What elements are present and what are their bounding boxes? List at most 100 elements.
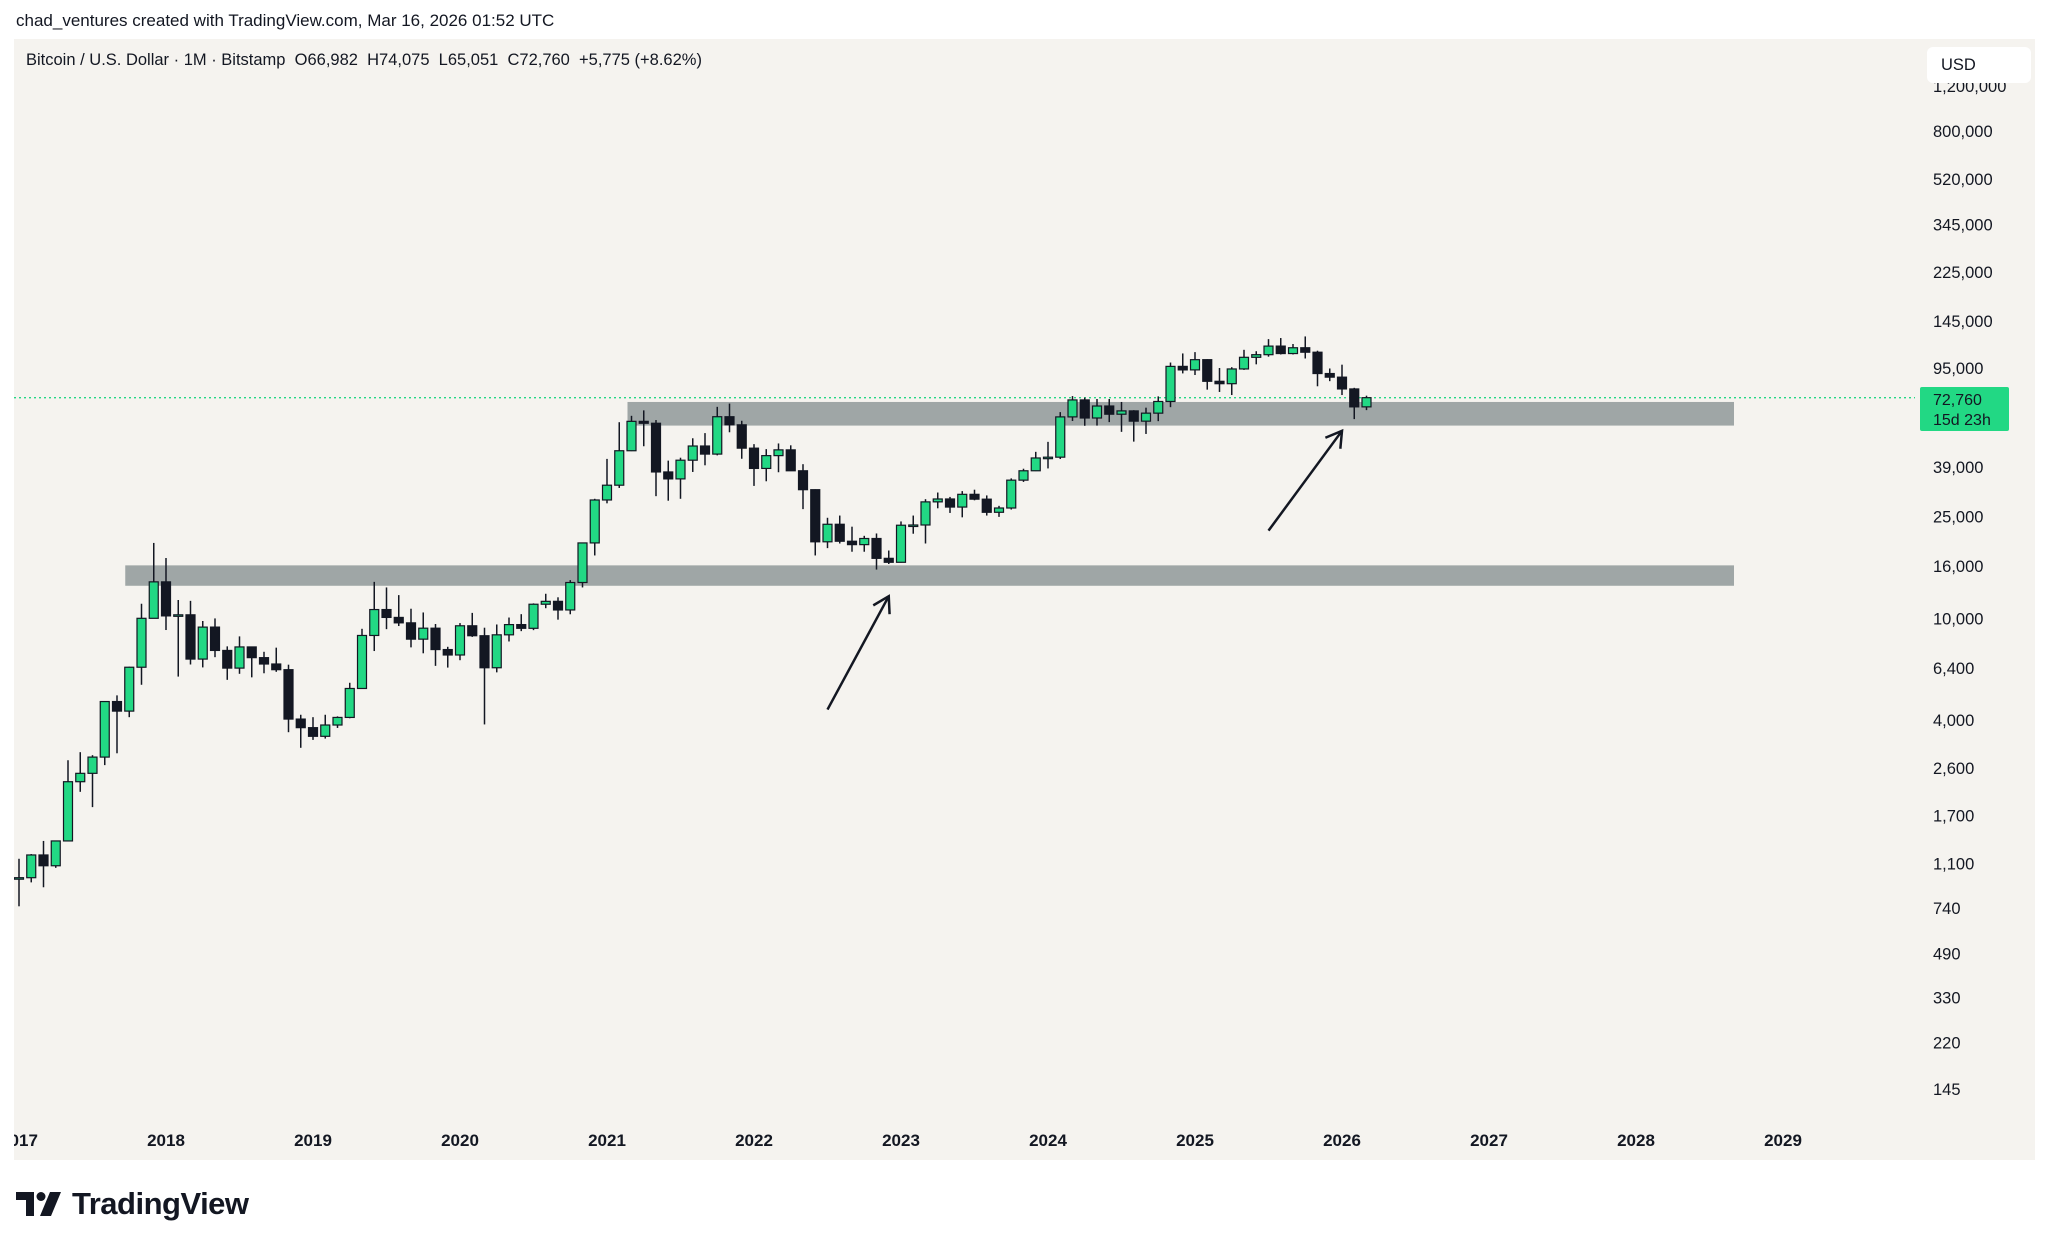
tradingview-logo-icon — [16, 1192, 61, 1216]
candle-up — [577, 542, 588, 584]
candle-up — [565, 581, 576, 611]
candle-up — [1042, 456, 1054, 460]
candle-down — [479, 635, 490, 669]
candle-down — [883, 557, 894, 563]
candle-up — [356, 634, 368, 690]
candle-down — [944, 498, 956, 508]
candle-up — [993, 507, 1005, 513]
candle-up — [601, 484, 613, 501]
year-tick-label: 2028 — [1617, 1131, 1655, 1150]
candle-up — [1226, 368, 1237, 385]
candle-up — [344, 687, 355, 719]
candle-up — [62, 781, 74, 842]
candle-up — [454, 625, 466, 656]
price-tick-label: 330 — [1933, 990, 1961, 1008]
tradingview-logo[interactable]: TradingView — [16, 1186, 249, 1222]
candle-down — [1202, 359, 1213, 382]
candle-down — [724, 416, 735, 426]
candle-down — [393, 616, 404, 624]
candle-up — [712, 416, 723, 455]
arrow-1 — [1267, 430, 1344, 532]
candle-up — [895, 524, 907, 563]
price-tick-label: 16,000 — [1933, 558, 1983, 576]
candle-down — [381, 608, 392, 619]
price-tick-label: 39,000 — [1933, 459, 1983, 477]
candle-up — [1189, 359, 1201, 371]
price-tick-label: 490 — [1933, 946, 1961, 964]
candle-down — [516, 623, 527, 629]
price-tick-label: 1,100 — [1933, 856, 1974, 874]
candle-up — [614, 450, 625, 486]
candle-down — [1275, 345, 1286, 355]
candle-down — [638, 420, 649, 424]
price-tick-label: 740 — [1933, 900, 1961, 918]
candle-down — [736, 424, 747, 449]
candle-up — [14, 877, 25, 880]
candle-up — [124, 666, 135, 712]
price-tick-label: 25,000 — [1933, 508, 1983, 526]
arrow-head-icon — [872, 594, 891, 615]
price-tick-label: 800,000 — [1933, 123, 1993, 141]
chart-panel[interactable]: 1,200,000 800,000 520,000 345,000 225,000 145… — [14, 39, 2035, 1160]
candle-up — [920, 501, 931, 526]
candle-up — [1030, 457, 1041, 472]
candle-up — [75, 772, 86, 783]
price-tick-label: 145 — [1933, 1081, 1961, 1099]
candlestick-chart[interactable]: 1,200,000800,000520,000345,000225,000145… — [14, 39, 2035, 1160]
candle-up — [859, 537, 870, 546]
candle-down — [111, 700, 123, 712]
year-tick-label: 2021 — [588, 1131, 626, 1150]
bar-countdown: 15d 23h — [1933, 412, 1991, 429]
price-tick-label: 95,000 — [1933, 360, 1983, 378]
candle-up — [320, 724, 331, 737]
candle-down — [650, 422, 662, 473]
candle-up — [908, 524, 919, 528]
candle-down — [846, 540, 858, 546]
candle-down — [1312, 351, 1323, 375]
candle-down — [969, 493, 980, 500]
candle-up — [1018, 470, 1029, 481]
candle-down — [1324, 372, 1335, 378]
candle-up — [369, 608, 380, 637]
arrow-0 — [826, 595, 890, 711]
candle-up — [1238, 356, 1250, 370]
currency-button[interactable]: USD — [1927, 47, 2031, 83]
candle-up — [540, 600, 551, 605]
candle-down — [295, 718, 306, 729]
candle-up — [1006, 479, 1017, 509]
candle-up — [822, 523, 833, 543]
candle-down — [405, 622, 417, 640]
candle-down — [1177, 365, 1188, 371]
candle-up — [418, 627, 429, 640]
candle-up — [1091, 405, 1103, 419]
price-tick-label: 520,000 — [1933, 171, 1993, 189]
candle-up — [197, 626, 208, 660]
candle-up — [87, 756, 98, 774]
candle-down — [748, 447, 760, 470]
candle-down — [283, 669, 294, 720]
candle-down — [552, 600, 564, 611]
support-zone-0 — [627, 401, 1734, 426]
price-tick-label: 1,700 — [1933, 807, 1974, 825]
year-tick-label: 2027 — [1470, 1131, 1508, 1150]
candle-up — [136, 617, 147, 668]
brand-name: TradingView — [72, 1186, 249, 1221]
candle-down — [871, 537, 882, 559]
candle-down — [797, 470, 809, 491]
last-price-box — [1920, 387, 2009, 431]
candle-up — [503, 623, 515, 636]
candle-up — [1055, 416, 1066, 458]
candle-up — [589, 499, 600, 544]
year-tick-label: 2025 — [1176, 1131, 1214, 1150]
price-tick-label: 10,000 — [1933, 610, 1983, 628]
price-tick-label: 220 — [1933, 1035, 1961, 1053]
price-tick-label: 4,000 — [1933, 712, 1974, 730]
candle-up — [626, 420, 637, 452]
candle-up — [1287, 347, 1299, 355]
candle-up — [1361, 397, 1372, 408]
candle-down — [834, 523, 845, 542]
candle-down — [1214, 380, 1225, 385]
candle-up — [1140, 412, 1152, 422]
year-tick-label: 2017 — [14, 1131, 38, 1150]
candle-up — [761, 455, 772, 470]
